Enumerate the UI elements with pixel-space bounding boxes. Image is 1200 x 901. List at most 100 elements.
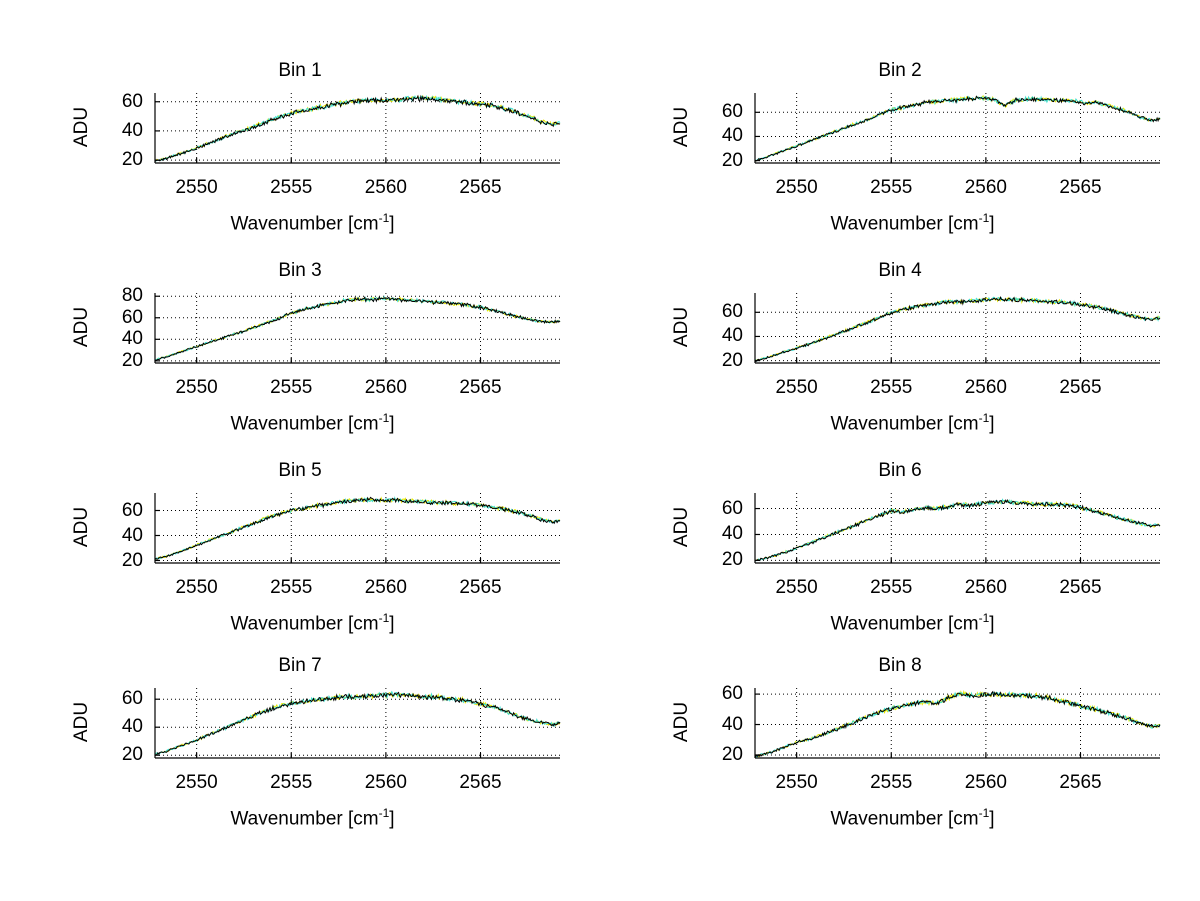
x-tick-label: 2560	[364, 377, 408, 398]
x-tick-label: 2560	[364, 177, 408, 198]
series-line-trace-cyan	[154, 94, 561, 162]
x-axis-label-tail: ]	[389, 613, 395, 635]
y-tick-label: 20	[121, 349, 143, 371]
x-axis-label-exponent: -1	[378, 411, 390, 425]
x-axis-label: Wavenumber [cm-1]	[665, 411, 1160, 435]
x-tick-label: 2555	[270, 577, 313, 598]
series-line-trace-yellow	[754, 499, 1161, 562]
subplot-panel-6: Bin 6 ADU Wavenumber [cm-1] 20 40 60 2550 2555 2…	[600, 450, 1200, 650]
plot-area	[600, 645, 1200, 845]
panel-title: Bin 2	[878, 60, 922, 81]
x-axis-label-text: Wavenumber [cm	[230, 213, 379, 235]
x-axis-label: Wavenumber [cm-1]	[65, 611, 560, 635]
x-tick-label: 2560	[964, 577, 1008, 598]
series-line-trace-black	[754, 95, 1161, 162]
subplot-panel-4: Bin 4 ADU Wavenumber [cm-1] 20 40 60 2550 2555 2…	[600, 250, 1200, 450]
x-tick-label: 2560	[964, 377, 1008, 398]
x-tick-label: 2565	[1059, 377, 1102, 398]
x-axis-label-tail: ]	[989, 413, 995, 435]
subplot-panel-1: Bin 1 ADU Wavenumber [cm-1] 20 40 60 2550 2555 2…	[0, 50, 600, 250]
x-tick-label: 2550	[775, 177, 818, 198]
x-tick-label: 2555	[870, 772, 913, 793]
x-axis-label-text: Wavenumber [cm	[830, 613, 979, 635]
x-axis-label-tail: ]	[989, 213, 995, 235]
series-line-trace-black	[154, 691, 561, 756]
panel-title: Bin 5	[278, 460, 322, 481]
series-line-trace-yellow	[154, 691, 561, 756]
x-tick-label: 2550	[775, 772, 818, 793]
x-tick-label: 2560	[364, 772, 408, 793]
x-tick-label: 2550	[175, 177, 218, 198]
y-tick-label: 40	[721, 523, 743, 545]
x-tick-label: 2555	[270, 377, 313, 398]
x-tick-label: 2550	[175, 772, 218, 793]
x-tick-label: 2555	[270, 177, 313, 198]
x-tick-label: 2555	[270, 772, 313, 793]
series-line-trace-black	[754, 498, 1161, 562]
series-line-trace-yellow	[754, 94, 1161, 162]
x-axis-label-exponent: -1	[378, 211, 390, 225]
x-tick-label: 2560	[964, 772, 1008, 793]
x-axis-label-text: Wavenumber [cm	[230, 413, 379, 435]
x-axis-label-tail: ]	[989, 808, 995, 830]
panel-title: Bin 3	[278, 260, 322, 281]
x-tick-label: 2565	[459, 577, 502, 598]
y-tick-label: 40	[121, 119, 143, 141]
series-line-trace-black	[154, 295, 561, 361]
x-tick-label: 2550	[775, 577, 818, 598]
x-tick-label: 2565	[459, 177, 502, 198]
panel-title: Bin 8	[878, 655, 922, 676]
x-axis-label: Wavenumber [cm-1]	[65, 211, 560, 235]
panel-title: Bin 6	[878, 460, 922, 481]
x-axis-label: Wavenumber [cm-1]	[665, 211, 1160, 235]
y-tick-label: 20	[721, 743, 743, 765]
x-axis-label-text: Wavenumber [cm	[830, 808, 979, 830]
y-tick-label: 40	[121, 716, 143, 738]
series-line-trace-cyan	[154, 690, 561, 756]
x-axis-label-exponent: -1	[978, 411, 990, 425]
y-tick-label: 60	[121, 90, 143, 112]
x-axis-label: Wavenumber [cm-1]	[65, 806, 560, 830]
subplot-panel-3: Bin 3 ADU Wavenumber [cm-1] 20 40 60 80 2550 255…	[0, 250, 600, 450]
series-line-trace-yellow	[154, 296, 561, 361]
y-tick-label: 60	[721, 301, 743, 323]
x-axis-label-text: Wavenumber [cm	[230, 808, 379, 830]
x-tick-label: 2555	[870, 177, 913, 198]
x-axis-label: Wavenumber [cm-1]	[65, 411, 560, 435]
series-line-trace-black	[754, 296, 1161, 363]
series-line-trace-cyan	[754, 95, 1161, 162]
x-tick-label: 2555	[870, 377, 913, 398]
x-tick-label: 2550	[175, 577, 218, 598]
subplot-panel-2: Bin 2 ADU Wavenumber [cm-1] 20 40 60 2550 2555 2…	[600, 50, 1200, 250]
x-tick-label: 2550	[175, 377, 218, 398]
x-tick-label: 2550	[775, 377, 818, 398]
x-axis-label: Wavenumber [cm-1]	[665, 611, 1160, 635]
y-tick-label: 20	[721, 149, 743, 171]
series-line-trace-cyan	[154, 295, 561, 361]
series-line-trace-black	[754, 690, 1161, 758]
y-tick-label: 40	[121, 328, 143, 350]
x-tick-label: 2560	[964, 177, 1008, 198]
series-line-trace-black	[154, 94, 561, 162]
y-tick-label: 80	[121, 285, 143, 307]
y-tick-label: 40	[121, 524, 143, 546]
x-tick-label: 2565	[1059, 772, 1102, 793]
x-axis-label-exponent: -1	[378, 806, 390, 820]
x-tick-label: 2565	[459, 377, 502, 398]
y-tick-label: 60	[721, 497, 743, 519]
x-axis-label-tail: ]	[989, 613, 995, 635]
plot-area	[0, 645, 600, 845]
panel-title: Bin 1	[278, 60, 322, 81]
y-tick-label: 20	[121, 549, 143, 571]
y-tick-label: 20	[121, 744, 143, 766]
subplot-panel-8: Bin 8 ADU Wavenumber [cm-1] 20 40 60 2550 2555 2…	[600, 645, 1200, 845]
panel-title: Bin 4	[878, 260, 922, 281]
x-tick-label: 2565	[459, 772, 502, 793]
x-axis-label-exponent: -1	[978, 611, 990, 625]
x-axis-label-text: Wavenumber [cm	[230, 613, 379, 635]
series-line-trace-black	[154, 496, 561, 560]
x-tick-label: 2565	[1059, 177, 1102, 198]
plot-area	[0, 250, 600, 450]
y-tick-label: 60	[121, 499, 143, 521]
